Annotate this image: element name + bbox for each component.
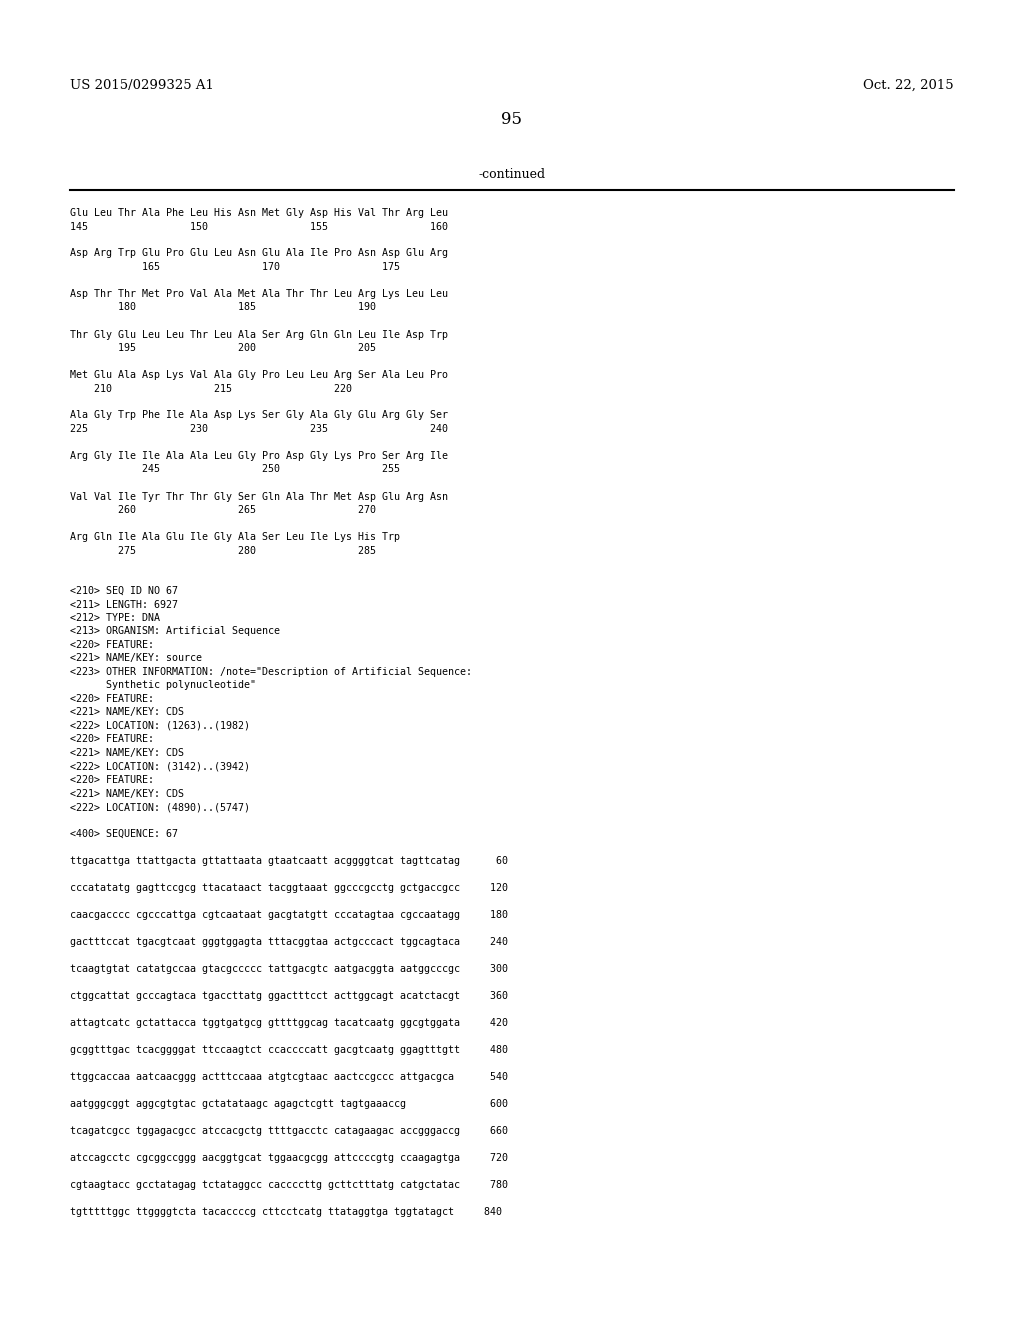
Text: <220> FEATURE:: <220> FEATURE: (70, 640, 154, 649)
Text: 165                 170                 175: 165 170 175 (70, 261, 400, 272)
Text: tcaagtgtat catatgccaa gtacgccccc tattgacgtc aatgacggta aatggcccgc     300: tcaagtgtat catatgccaa gtacgccccc tattgac… (70, 964, 508, 974)
Text: 260                 265                 270: 260 265 270 (70, 506, 376, 515)
Text: aatgggcggt aggcgtgtac gctatataagc agagctcgtt tagtgaaaccg              600: aatgggcggt aggcgtgtac gctatataagc agagct… (70, 1100, 508, 1109)
Text: 195                 200                 205: 195 200 205 (70, 343, 376, 352)
Text: <220> FEATURE:: <220> FEATURE: (70, 775, 154, 785)
Text: cccatatatg gagttccgcg ttacataact tacggtaaat ggcccgcctg gctgaccgcc     120: cccatatatg gagttccgcg ttacataact tacggta… (70, 883, 508, 894)
Text: Oct. 22, 2015: Oct. 22, 2015 (863, 78, 954, 91)
Text: <222> LOCATION: (1263)..(1982): <222> LOCATION: (1263)..(1982) (70, 721, 250, 731)
Text: <220> FEATURE:: <220> FEATURE: (70, 734, 154, 744)
Text: <221> NAME/KEY: CDS: <221> NAME/KEY: CDS (70, 748, 184, 758)
Text: gactttccat tgacgtcaat gggtggagta tttacggtaa actgcccact tggcagtaca     240: gactttccat tgacgtcaat gggtggagta tttacgg… (70, 937, 508, 946)
Text: atccagcctc cgcggccggg aacggtgcat tggaacgcgg attccccgtg ccaagagtga     720: atccagcctc cgcggccggg aacggtgcat tggaacg… (70, 1152, 508, 1163)
Text: <221> NAME/KEY: CDS: <221> NAME/KEY: CDS (70, 788, 184, 799)
Text: ttgacattga ttattgacta gttattaata gtaatcaatt acggggtcat tagttcatag      60: ttgacattga ttattgacta gttattaata gtaatca… (70, 855, 508, 866)
Text: 180                 185                 190: 180 185 190 (70, 302, 376, 313)
Text: <213> ORGANISM: Artificial Sequence: <213> ORGANISM: Artificial Sequence (70, 627, 280, 636)
Text: 225                 230                 235                 240: 225 230 235 240 (70, 424, 449, 434)
Text: caacgacccc cgcccattga cgtcaataat gacgtatgtt cccatagtaa cgccaatagg     180: caacgacccc cgcccattga cgtcaataat gacgtat… (70, 909, 508, 920)
Text: tcagatcgcc tggagacgcc atccacgctg ttttgacctc catagaagac accgggaccg     660: tcagatcgcc tggagacgcc atccacgctg ttttgac… (70, 1126, 508, 1137)
Text: 145                 150                 155                 160: 145 150 155 160 (70, 222, 449, 231)
Text: tgtttttggc ttggggtcta tacaccccg cttcctcatg ttataggtga tggtatagct     840: tgtttttggc ttggggtcta tacaccccg cttcctca… (70, 1206, 502, 1217)
Text: Synthetic polynucleotide": Synthetic polynucleotide" (70, 681, 256, 690)
Text: 210                 215                 220: 210 215 220 (70, 384, 352, 393)
Text: Asp Thr Thr Met Pro Val Ala Met Ala Thr Thr Leu Arg Lys Leu Leu: Asp Thr Thr Met Pro Val Ala Met Ala Thr … (70, 289, 449, 300)
Text: <222> LOCATION: (4890)..(5747): <222> LOCATION: (4890)..(5747) (70, 803, 250, 812)
Text: ctggcattat gcccagtaca tgaccttatg ggactttcct acttggcagt acatctacgt     360: ctggcattat gcccagtaca tgaccttatg ggacttt… (70, 991, 508, 1001)
Text: Ala Gly Trp Phe Ile Ala Asp Lys Ser Gly Ala Gly Glu Arg Gly Ser: Ala Gly Trp Phe Ile Ala Asp Lys Ser Gly … (70, 411, 449, 421)
Text: cgtaagtacc gcctatagag tctataggcc caccccttg gcttctttatg catgctatac     780: cgtaagtacc gcctatagag tctataggcc cacccct… (70, 1180, 508, 1191)
Text: attagtcatc gctattacca tggtgatgcg gttttggcag tacatcaatg ggcgtggata     420: attagtcatc gctattacca tggtgatgcg gttttgg… (70, 1018, 508, 1028)
Text: <221> NAME/KEY: CDS: <221> NAME/KEY: CDS (70, 708, 184, 718)
Text: <220> FEATURE:: <220> FEATURE: (70, 694, 154, 704)
Text: <210> SEQ ID NO 67: <210> SEQ ID NO 67 (70, 586, 178, 597)
Text: 95: 95 (502, 111, 522, 128)
Text: <223> OTHER INFORMATION: /note="Description of Artificial Sequence:: <223> OTHER INFORMATION: /note="Descript… (70, 667, 472, 677)
Text: <400> SEQUENCE: 67: <400> SEQUENCE: 67 (70, 829, 178, 840)
Text: ttggcaccaa aatcaacggg actttccaaa atgtcgtaac aactccgccc attgacgca      540: ttggcaccaa aatcaacggg actttccaaa atgtcgt… (70, 1072, 508, 1082)
Text: gcggtttgac tcacggggat ttccaagtct ccaccccatt gacgtcaatg ggagtttgtt     480: gcggtttgac tcacggggat ttccaagtct ccacccc… (70, 1045, 508, 1055)
Text: Met Glu Ala Asp Lys Val Ala Gly Pro Leu Leu Arg Ser Ala Leu Pro: Met Glu Ala Asp Lys Val Ala Gly Pro Leu … (70, 370, 449, 380)
Text: Asp Arg Trp Glu Pro Glu Leu Asn Glu Ala Ile Pro Asn Asp Glu Arg: Asp Arg Trp Glu Pro Glu Leu Asn Glu Ala … (70, 248, 449, 259)
Text: Arg Gly Ile Ile Ala Ala Leu Gly Pro Asp Gly Lys Pro Ser Arg Ile: Arg Gly Ile Ile Ala Ala Leu Gly Pro Asp … (70, 451, 449, 461)
Text: 275                 280                 285: 275 280 285 (70, 545, 376, 556)
Text: <222> LOCATION: (3142)..(3942): <222> LOCATION: (3142)..(3942) (70, 762, 250, 771)
Text: Thr Gly Glu Leu Leu Thr Leu Ala Ser Arg Gln Gln Leu Ile Asp Trp: Thr Gly Glu Leu Leu Thr Leu Ala Ser Arg … (70, 330, 449, 339)
Text: <211> LENGTH: 6927: <211> LENGTH: 6927 (70, 599, 178, 610)
Text: US 2015/0299325 A1: US 2015/0299325 A1 (70, 78, 214, 91)
Text: Glu Leu Thr Ala Phe Leu His Asn Met Gly Asp His Val Thr Arg Leu: Glu Leu Thr Ala Phe Leu His Asn Met Gly … (70, 209, 449, 218)
Text: <221> NAME/KEY: source: <221> NAME/KEY: source (70, 653, 202, 664)
Text: <212> TYPE: DNA: <212> TYPE: DNA (70, 612, 160, 623)
Text: 245                 250                 255: 245 250 255 (70, 465, 400, 474)
Text: Arg Gln Ile Ala Glu Ile Gly Ala Ser Leu Ile Lys His Trp: Arg Gln Ile Ala Glu Ile Gly Ala Ser Leu … (70, 532, 400, 543)
Text: Val Val Ile Tyr Thr Thr Gly Ser Gln Ala Thr Met Asp Glu Arg Asn: Val Val Ile Tyr Thr Thr Gly Ser Gln Ala … (70, 491, 449, 502)
Text: -continued: -continued (478, 169, 546, 181)
